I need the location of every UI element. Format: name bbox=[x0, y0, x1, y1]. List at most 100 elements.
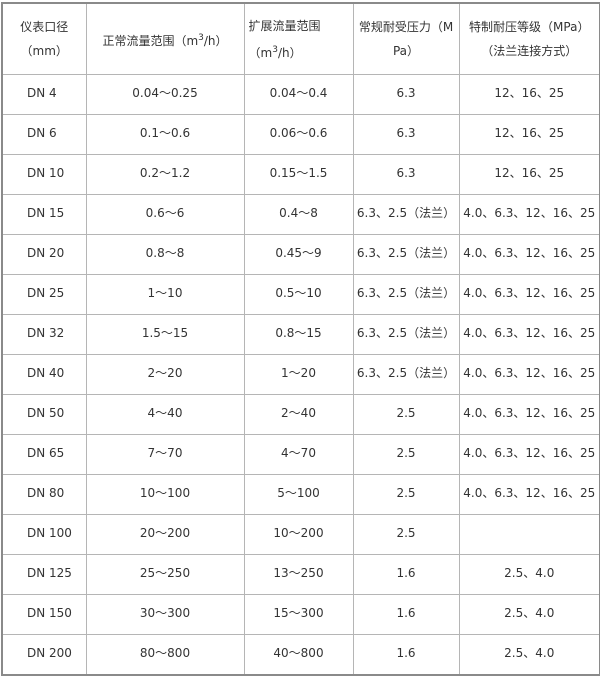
table-row: DN 32 1.5～15 0.8～15 6.3、2.5（法兰） 4.0、6.3、12、1… bbox=[1, 314, 600, 355]
extended-flow-cell: 5～100 bbox=[243, 474, 354, 515]
pressure-cell: 6.3 bbox=[352, 74, 460, 115]
diameter-cell: DN 20 bbox=[1, 234, 87, 275]
special-pressure-cell: 2.5、4.0 bbox=[458, 634, 600, 676]
special-pressure-cell: 4.0、6.3、12、16、25 bbox=[458, 274, 600, 315]
extended-flow-cell: 15～300 bbox=[243, 594, 354, 635]
header-row: 仪表口径（mm） 正常流量范围（m3/h） 扩展流量范围（m3/h） 常规耐受压… bbox=[1, 2, 600, 75]
special-pressure-cell: 12、16、25 bbox=[458, 114, 600, 155]
diameter-cell: DN 150 bbox=[1, 594, 87, 635]
header-text: 扩展流量范围（m bbox=[248, 18, 321, 60]
diameter-cell: DN 80 bbox=[1, 474, 87, 515]
extended-flow-cell: 1～20 bbox=[243, 354, 354, 395]
superscript: 3 bbox=[272, 44, 278, 55]
pressure-cell: 2.5 bbox=[352, 474, 460, 515]
table-row: DN 6 0.1～0.6 0.06～0.6 6.3 12、16、25 bbox=[1, 114, 600, 155]
diameter-cell: DN 6 bbox=[1, 114, 87, 155]
diameter-cell: DN 100 bbox=[1, 514, 87, 555]
header-text: /h） bbox=[203, 33, 228, 48]
pressure-cell: 1.6 bbox=[352, 554, 460, 595]
normal-flow-cell: 7～70 bbox=[85, 434, 245, 475]
pressure-cell: 2.5 bbox=[352, 394, 460, 435]
diameter-cell: DN 65 bbox=[1, 434, 87, 475]
diameter-cell: DN 40 bbox=[1, 354, 87, 395]
extended-flow-cell: 40～800 bbox=[243, 634, 354, 676]
diameter-cell: DN 32 bbox=[1, 314, 87, 355]
extended-flow-cell: 0.45～9 bbox=[243, 234, 354, 275]
header-text: 正常流量范围（m bbox=[102, 33, 199, 48]
normal-flow-cell: 0.2～1.2 bbox=[85, 154, 245, 195]
normal-flow-cell: 2～20 bbox=[85, 354, 245, 395]
diameter-cell: DN 125 bbox=[1, 554, 87, 595]
normal-flow-cell: 10～100 bbox=[85, 474, 245, 515]
header-extended-flow: 扩展流量范围（m3/h） bbox=[243, 2, 354, 75]
extended-flow-cell: 4～70 bbox=[243, 434, 354, 475]
extended-flow-cell: 0.15～1.5 bbox=[243, 154, 354, 195]
pressure-cell: 6.3、2.5（法兰） bbox=[352, 354, 460, 395]
normal-flow-cell: 25～250 bbox=[85, 554, 245, 595]
pressure-cell: 6.3、2.5（法兰） bbox=[352, 234, 460, 275]
extended-flow-cell: 0.04～0.4 bbox=[243, 74, 354, 115]
normal-flow-cell: 4～40 bbox=[85, 394, 245, 435]
table-row: DN 20 0.8～8 0.45～9 6.3、2.5（法兰） 4.0、6.3、12、16… bbox=[1, 234, 600, 275]
special-pressure-cell: 4.0、6.3、12、16、25 bbox=[458, 234, 600, 275]
header-special-pressure: 特制耐压等级（MPa）（法兰连接方式） bbox=[458, 2, 600, 75]
extended-flow-cell: 0.5～10 bbox=[243, 274, 354, 315]
table-row: DN 4 0.04～0.25 0.04～0.4 6.3 12、16、25 bbox=[1, 74, 600, 115]
special-pressure-cell: 12、16、25 bbox=[458, 74, 600, 115]
table-row: DN 80 10～100 5～100 2.5 4.0、6.3、12、16、25 bbox=[1, 474, 600, 515]
special-pressure-cell bbox=[458, 514, 600, 555]
pressure-cell: 6.3、2.5（法兰） bbox=[352, 194, 460, 235]
normal-flow-cell: 1～10 bbox=[85, 274, 245, 315]
extended-flow-cell: 2～40 bbox=[243, 394, 354, 435]
table-row: DN 40 2～20 1～20 6.3、2.5（法兰） 4.0、6.3、12、16、25 bbox=[1, 354, 600, 395]
table-row: DN 50 4～40 2～40 2.5 4.0、6.3、12、16、25 bbox=[1, 394, 600, 435]
normal-flow-cell: 1.5～15 bbox=[85, 314, 245, 355]
diameter-cell: DN 25 bbox=[1, 274, 87, 315]
special-pressure-cell: 4.0、6.3、12、16、25 bbox=[458, 394, 600, 435]
pressure-cell: 1.6 bbox=[352, 634, 460, 676]
special-pressure-cell: 4.0、6.3、12、16、25 bbox=[458, 434, 600, 475]
table-row: DN 100 20～200 10～200 2.5 bbox=[1, 514, 600, 555]
normal-flow-cell: 0.8～8 bbox=[85, 234, 245, 275]
extended-flow-cell: 10～200 bbox=[243, 514, 354, 555]
special-pressure-cell: 12、16、25 bbox=[458, 154, 600, 195]
diameter-cell: DN 10 bbox=[1, 154, 87, 195]
extended-flow-cell: 13～250 bbox=[243, 554, 354, 595]
diameter-cell: DN 15 bbox=[1, 194, 87, 235]
table-row: DN 150 30～300 15～300 1.6 2.5、4.0 bbox=[1, 594, 600, 635]
pressure-cell: 1.6 bbox=[352, 594, 460, 635]
special-pressure-cell: 4.0、6.3、12、16、25 bbox=[458, 474, 600, 515]
special-pressure-cell: 4.0、6.3、12、16、25 bbox=[458, 314, 600, 355]
extended-flow-cell: 0.06～0.6 bbox=[243, 114, 354, 155]
normal-flow-cell: 0.1～0.6 bbox=[85, 114, 245, 155]
normal-flow-cell: 0.04～0.25 bbox=[85, 74, 245, 115]
normal-flow-cell: 30～300 bbox=[85, 594, 245, 635]
table-row: DN 25 1～10 0.5～10 6.3、2.5（法兰） 4.0、6.3、12、16、… bbox=[1, 274, 600, 315]
table-row: DN 125 25～250 13～250 1.6 2.5、4.0 bbox=[1, 554, 600, 595]
pressure-cell: 6.3 bbox=[352, 154, 460, 195]
table-row: DN 65 7～70 4～70 2.5 4.0、6.3、12、16、25 bbox=[1, 434, 600, 475]
header-normal-flow: 正常流量范围（m3/h） bbox=[85, 2, 245, 75]
table-row: DN 15 0.6～6 0.4～8 6.3、2.5（法兰） 4.0、6.3、12、16、… bbox=[1, 194, 600, 235]
normal-flow-cell: 0.6～6 bbox=[85, 194, 245, 235]
diameter-cell: DN 4 bbox=[1, 74, 87, 115]
diameter-cell: DN 50 bbox=[1, 394, 87, 435]
pressure-cell: 6.3 bbox=[352, 114, 460, 155]
normal-flow-cell: 80～800 bbox=[85, 634, 245, 676]
diameter-cell: DN 200 bbox=[1, 634, 87, 676]
header-diameter: 仪表口径（mm） bbox=[1, 2, 87, 75]
pressure-cell: 6.3、2.5（法兰） bbox=[352, 274, 460, 315]
pressure-cell: 2.5 bbox=[352, 514, 460, 555]
normal-flow-cell: 20～200 bbox=[85, 514, 245, 555]
pressure-cell: 2.5 bbox=[352, 434, 460, 475]
superscript: 3 bbox=[198, 32, 204, 43]
header-pressure: 常规耐受压力（MPa） bbox=[352, 2, 460, 75]
table-row: DN 10 0.2～1.2 0.15～1.5 6.3 12、16、25 bbox=[1, 154, 600, 195]
special-pressure-cell: 4.0、6.3、12、16、25 bbox=[458, 354, 600, 395]
special-pressure-cell: 2.5、4.0 bbox=[458, 554, 600, 595]
header-text: /h） bbox=[277, 45, 302, 60]
extended-flow-cell: 0.8～15 bbox=[243, 314, 354, 355]
table-row: DN 200 80～800 40～800 1.6 2.5、4.0 bbox=[1, 634, 600, 676]
extended-flow-cell: 0.4～8 bbox=[243, 194, 354, 235]
